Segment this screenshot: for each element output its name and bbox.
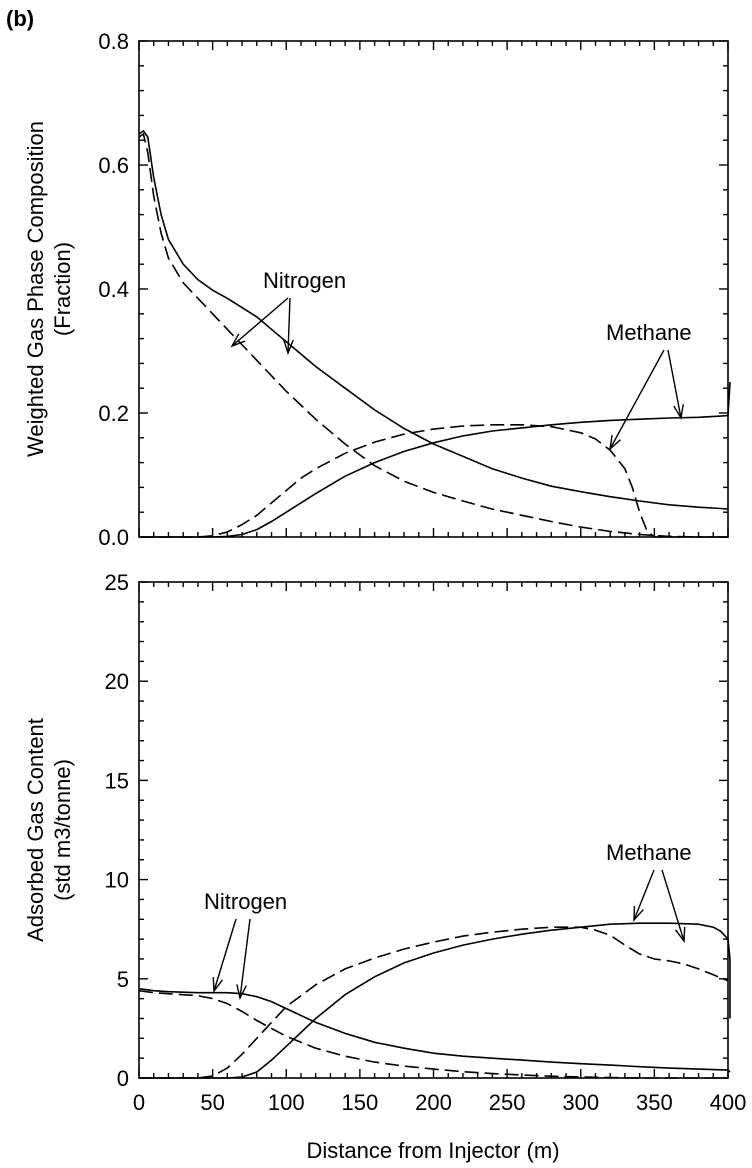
pointer-arrow xyxy=(609,349,665,450)
top-arrows xyxy=(230,297,684,451)
pointer-arrow xyxy=(239,918,251,999)
panel-tag: (b) xyxy=(6,6,34,31)
x-tick-label: 50 xyxy=(200,1090,224,1115)
x-axis-title: Distance from Injector (m) xyxy=(306,1138,559,1163)
pointer-arrow xyxy=(667,349,682,419)
top-chart-gas-phase-composition: 0.0 0.2 0.4 0.6 0.8 Weighted Gas Phase Compo… xyxy=(23,29,731,550)
x-tick-label: 350 xyxy=(636,1090,673,1115)
top-y-axis-title-line2: (Fraction) xyxy=(50,242,75,336)
bottom-arrows xyxy=(212,869,686,1001)
pointer-arrow xyxy=(213,918,237,992)
bottom-y-axis-title-line1: Adsorbed Gas Content xyxy=(23,718,48,942)
pointer-arrow xyxy=(231,297,289,347)
bottom-annotation-methane: Methane xyxy=(606,840,692,865)
y-tick-label: 0.8 xyxy=(98,29,129,54)
x-tick-label: 150 xyxy=(342,1090,379,1115)
top-y-ticks: 0.0 0.2 0.4 0.6 0.8 xyxy=(98,29,728,550)
top-curves xyxy=(138,129,731,538)
top-annotation-methane: Methane xyxy=(606,320,692,345)
x-tick-label: 200 xyxy=(415,1090,452,1115)
y-tick-label: 25 xyxy=(105,570,129,595)
methane-solid-line xyxy=(139,922,731,1079)
x-tick-label: 300 xyxy=(562,1090,599,1115)
nitrogen-solid-line xyxy=(138,129,729,510)
methane-solid-line xyxy=(139,381,731,538)
pointer-arrow xyxy=(287,297,291,354)
arrow-head xyxy=(609,435,621,451)
y-tick-label: 15 xyxy=(105,768,129,793)
x-tick-label: 250 xyxy=(489,1090,526,1115)
y-tick-label: 0.2 xyxy=(98,401,129,426)
y-tick-label: 20 xyxy=(105,669,129,694)
bottom-curves xyxy=(138,922,731,1079)
bottom-y-ticks: 0 5 10 15 20 25 xyxy=(105,570,728,1091)
methane-dashed-line xyxy=(139,424,728,538)
bottom-y-axis-title-line2: (std m3/tonne) xyxy=(50,759,75,901)
y-tick-label: 10 xyxy=(105,868,129,893)
y-tick-label: 0.4 xyxy=(98,277,129,302)
arrow-head xyxy=(230,333,246,348)
methane-dashed-line xyxy=(139,926,729,1079)
x-tick-label: 100 xyxy=(268,1090,305,1115)
nitrogen-dashed-line xyxy=(138,989,728,1079)
x-tick-label: 400 xyxy=(710,1090,747,1115)
bottom-chart-adsorbed-gas-content: 0 5 10 15 20 25 0 50 100 150 200 250 300 350 400 Adso… xyxy=(23,570,746,1115)
top-y-axis-title-line1: Weighted Gas Phase Composition xyxy=(23,121,48,457)
y-tick-label: 0.6 xyxy=(98,153,129,178)
arrow-head xyxy=(633,905,644,922)
top-annotation-nitrogen: Nitrogen xyxy=(263,268,346,293)
pointer-arrow xyxy=(661,869,685,942)
arrow-head xyxy=(283,339,294,356)
bottom-annotation-nitrogen: Nitrogen xyxy=(204,889,287,914)
y-tick-label: 0 xyxy=(117,1066,129,1091)
top-plot-frame xyxy=(138,40,729,538)
y-tick-label: 5 xyxy=(117,967,129,992)
arrow-head xyxy=(212,976,223,993)
nitrogen-dashed-line xyxy=(138,132,728,538)
y-tick-label: 0.0 xyxy=(98,525,129,550)
x-tick-label: 0 xyxy=(133,1090,145,1115)
arrow-head xyxy=(673,404,684,421)
pointer-arrow xyxy=(633,869,655,921)
arrow-head xyxy=(236,984,248,1001)
arrow-head xyxy=(674,926,686,943)
nitrogen-solid-line xyxy=(138,987,731,1073)
top-x-ticks xyxy=(138,41,729,537)
